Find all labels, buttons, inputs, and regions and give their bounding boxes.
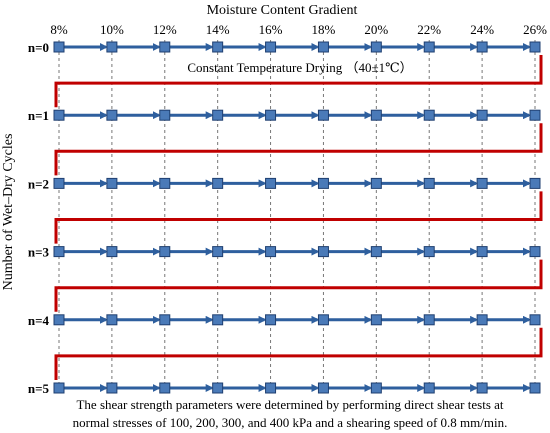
vertical-gridlines — [58, 40, 536, 394]
sample-node — [212, 246, 224, 258]
sample-node — [476, 246, 488, 258]
caption-line-1: The shear strength parameters were deter… — [76, 397, 503, 412]
sample-node — [370, 246, 382, 258]
sample-node — [476, 177, 488, 189]
sample-node — [159, 382, 171, 394]
sample-node — [212, 41, 224, 53]
moisture-label: 8% — [50, 22, 68, 37]
sample-node — [212, 109, 224, 121]
sample-node — [529, 41, 541, 53]
sample-node — [370, 314, 382, 326]
sample-node — [106, 314, 118, 326]
moisture-label: 18% — [312, 22, 336, 37]
cycle-label: n=1 — [28, 108, 49, 123]
sample-node — [53, 41, 65, 53]
cycle-label: n=3 — [28, 245, 50, 260]
cycle-path — [54, 55, 543, 380]
sample-node — [212, 177, 224, 189]
sample-node — [159, 41, 171, 53]
sample-node — [106, 41, 118, 53]
sample-node — [317, 314, 329, 326]
sample-node — [317, 382, 329, 394]
sample-node — [265, 177, 277, 189]
sample-node — [370, 41, 382, 53]
sample-node — [370, 382, 382, 394]
row-arrows — [64, 43, 531, 392]
sample-node — [159, 246, 171, 258]
sample-node — [423, 41, 435, 53]
sample-node — [370, 177, 382, 189]
sample-node — [106, 382, 118, 394]
sample-node — [423, 314, 435, 326]
sample-node — [53, 177, 65, 189]
sample-node — [265, 314, 277, 326]
sample-node — [212, 314, 224, 326]
sample-node — [370, 109, 382, 121]
cycle-path-segment — [54, 259, 543, 312]
sample-node — [317, 41, 329, 53]
sample-node — [159, 177, 171, 189]
sample-node — [53, 246, 65, 258]
sample-node — [423, 382, 435, 394]
sample-node — [476, 41, 488, 53]
sample-node — [529, 314, 541, 326]
sample-node — [265, 382, 277, 394]
sample-node — [317, 246, 329, 258]
sample-node — [529, 382, 541, 394]
sample-node — [529, 177, 541, 189]
moisture-label: 14% — [206, 22, 230, 37]
moisture-label: 16% — [259, 22, 283, 37]
sample-node — [476, 314, 488, 326]
sample-node — [529, 246, 541, 258]
sample-node — [159, 109, 171, 121]
cycle-label: n=5 — [28, 381, 50, 396]
cycle-label: n=2 — [28, 176, 49, 191]
sample-node — [212, 382, 224, 394]
sample-node — [476, 382, 488, 394]
sample-node — [106, 109, 118, 121]
sample-nodes — [53, 41, 541, 394]
y-axis-label: Number of Wet–Dry Cycles — [1, 134, 16, 291]
caption-line-2: normal stresses of 100, 200, 300, and 40… — [73, 415, 508, 430]
diagram-title: Moisture Content Gradient — [207, 3, 358, 18]
sample-node — [317, 109, 329, 121]
moisture-label: 26% — [523, 22, 547, 37]
drying-label: Constant Temperature Drying （40±1℃） — [187, 60, 412, 75]
sample-node — [423, 177, 435, 189]
cycle-labels: n=0 n=1 n=2 n=3 n=4 n=5 — [28, 40, 50, 396]
cycle-label: n=0 — [28, 40, 49, 55]
sample-node — [53, 109, 65, 121]
sample-node — [265, 41, 277, 53]
moisture-label: 20% — [364, 22, 388, 37]
sample-node — [159, 314, 171, 326]
sample-node — [53, 382, 65, 394]
cycle-path-segment — [54, 123, 543, 176]
moisture-labels: 8% 10% 12% 14% 16% 18% 20% 22% 24% 26% — [50, 22, 547, 37]
sample-node — [529, 109, 541, 121]
sample-node — [265, 109, 277, 121]
sample-node — [265, 246, 277, 258]
cycle-path-segment — [54, 191, 543, 244]
moisture-label: 22% — [417, 22, 441, 37]
sample-node — [423, 246, 435, 258]
sample-node — [53, 314, 65, 326]
cycle-label: n=4 — [28, 313, 50, 328]
moisture-label: 10% — [100, 22, 124, 37]
sample-node — [476, 109, 488, 121]
sample-node — [106, 177, 118, 189]
moisture-label: 12% — [153, 22, 177, 37]
cycle-path-segment — [54, 327, 543, 380]
moisture-label: 24% — [470, 22, 494, 37]
sample-node — [423, 109, 435, 121]
sample-node — [317, 177, 329, 189]
cycle-path-segment — [54, 55, 543, 108]
sample-node — [106, 246, 118, 258]
